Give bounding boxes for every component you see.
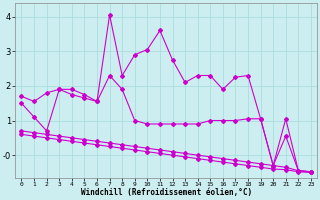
X-axis label: Windchill (Refroidissement éolien,°C): Windchill (Refroidissement éolien,°C) (81, 188, 252, 197)
